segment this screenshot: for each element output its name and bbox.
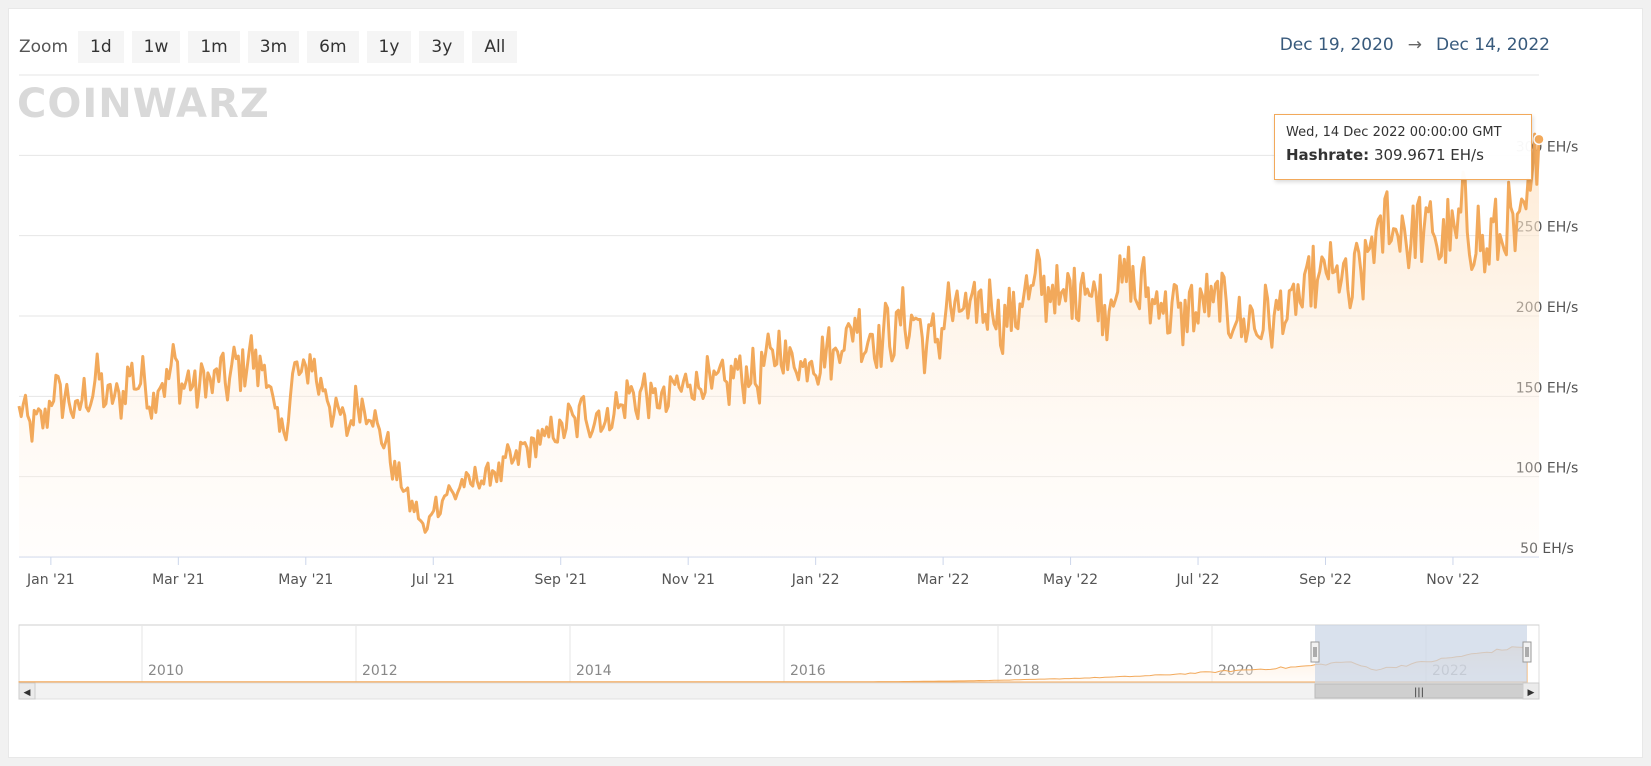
navigator-right-handle[interactable] <box>1522 641 1532 663</box>
x-tick-label-7: Mar '22 <box>917 572 970 588</box>
navigator-year-label-2010: 2010 <box>148 663 184 679</box>
zoom-1m-button[interactable]: 1m <box>188 31 240 63</box>
zoom-toolbar: Zoom 1d 1w 1m 3m 6m 1y 3y All <box>19 30 518 64</box>
scrollbar[interactable]: ◀ ||| ▶ <box>18 682 1540 700</box>
hashrate-series-line[interactable] <box>17 132 1541 534</box>
scrollbar-left-button[interactable] <box>18 682 36 700</box>
date-range-display: Dec 19, 2020 → Dec 14, 2022 <box>1280 35 1550 55</box>
scroll-right-arrow-icon: ▶ <box>1528 688 1535 698</box>
tooltip-series-label: Hashrate <box>1286 146 1364 164</box>
chart-container: COINWARZ 50 EH/s 100 EH/s 150 EH/s 200 EH/s… <box>8 8 1643 758</box>
navigator-year-label-2018: 2018 <box>1004 663 1040 679</box>
navigator-left-handle[interactable] <box>1310 641 1320 663</box>
zoom-3y-button[interactable]: 3y <box>419 31 465 63</box>
zoom-label: Zoom <box>19 37 69 57</box>
navigator-selection-mask[interactable] <box>1315 625 1527 683</box>
tooltip-value: 309.9671 EH/s <box>1373 146 1484 164</box>
tooltip-value-line: Hashrate: 309.9671 EH/s <box>1286 146 1484 164</box>
x-tick-label-6: Jan '22 <box>791 572 840 588</box>
x-tick-label-4: Sep '21 <box>534 572 587 588</box>
zoom-1y-button[interactable]: 1y <box>366 31 412 63</box>
zoom-1d-button[interactable]: 1d <box>78 31 124 63</box>
date-range-from[interactable]: Dec 19, 2020 <box>1279 35 1394 55</box>
coinwarz-watermark: COINWARZ <box>17 81 270 127</box>
navigator-year-label-2016: 2016 <box>790 663 826 679</box>
zoom-6m-button[interactable]: 6m <box>307 31 359 63</box>
scrollbar-grip-icon: ||| <box>1414 687 1424 698</box>
zoom-1w-button[interactable]: 1w <box>131 31 181 63</box>
hover-marker <box>1533 133 1545 146</box>
x-tick-label-5: Nov '21 <box>661 572 714 588</box>
zoom-3m-button[interactable]: 3m <box>247 31 300 63</box>
zoom-all-button[interactable]: All <box>472 31 518 63</box>
x-tick-label-2: May '21 <box>278 572 333 588</box>
x-axis: Jan '21 Mar '21 May '21 Jul '21 Sep '21 Nov '… <box>19 556 1539 588</box>
scrollbar-track[interactable] <box>18 682 1540 700</box>
x-tick-label-11: Nov '22 <box>1426 572 1479 588</box>
scroll-left-arrow-icon: ◀ <box>24 688 31 698</box>
tooltip-date: Wed, 14 Dec 2022 00:00:00 GMT <box>1286 125 1502 140</box>
navigator[interactable]: 2010201220142016201820202022 <box>18 624 1540 684</box>
scrollbar-right-button[interactable] <box>1522 682 1540 700</box>
hover-tooltip: Wed, 14 Dec 2022 00:00:00 GMT Hashrate: … <box>1274 114 1532 180</box>
navigator-year-label-2014: 2014 <box>576 663 612 679</box>
date-range-to[interactable]: Dec 14, 2022 <box>1435 35 1550 55</box>
x-tick-label-3: Jul '21 <box>411 572 455 588</box>
x-tick-label-8: May '22 <box>1043 572 1098 588</box>
x-tick-label-9: Jul '22 <box>1176 572 1220 588</box>
date-range-arrow-icon: → <box>1407 35 1422 55</box>
x-tick-label-10: Sep '22 <box>1299 572 1352 588</box>
navigator-year-label-2012: 2012 <box>362 663 398 679</box>
x-tick-label-0: Jan '21 <box>26 572 75 588</box>
x-tick-label-1: Mar '21 <box>152 572 205 588</box>
navigator-year-grid: 2010201220142016201820202022 <box>141 626 1468 683</box>
